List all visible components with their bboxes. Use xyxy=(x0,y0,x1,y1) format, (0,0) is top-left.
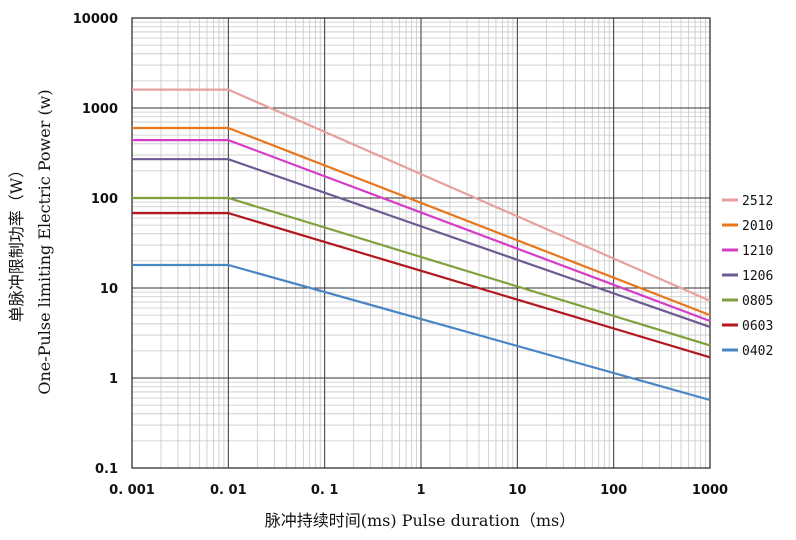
series-line-2512 xyxy=(132,88,711,302)
series-line-2010 xyxy=(132,126,711,317)
series-line-1206 xyxy=(132,158,711,328)
y-tick-label: 0.1 xyxy=(95,462,118,477)
legend-label-2512: 2512 xyxy=(742,194,773,209)
series-line-0603 xyxy=(132,212,711,359)
y-tick-label: 10000 xyxy=(73,12,118,27)
x-tick-label: 0. 1 xyxy=(311,483,339,498)
legend-label-1210: 1210 xyxy=(742,244,773,259)
y-tick-label: 100 xyxy=(91,192,118,207)
tick-labels: 0. 001 0. 01 0. 1 1 10 100 1000 10000 1000 100 10 1… xyxy=(73,12,728,498)
x-tick-label: 0. 01 xyxy=(210,483,247,498)
series-line-0805 xyxy=(132,196,711,347)
y-tick-label: 10 xyxy=(100,282,118,297)
x-axis-title: 脉冲持续时间(ms) Pulse duration（ms） xyxy=(265,511,576,530)
x-tick-label: 1 xyxy=(416,483,425,498)
x-tick-label: 0. 001 xyxy=(109,483,155,498)
x-tick-label: 100 xyxy=(600,483,627,498)
y-axis-title-cn: 单脉冲限制功率（W） xyxy=(7,162,26,322)
x-tick-label: 10 xyxy=(508,483,526,498)
series-line-0402 xyxy=(132,263,711,402)
y-tick-label: 1000 xyxy=(82,102,118,117)
series-lines xyxy=(132,88,711,402)
legend-label-0805: 0805 xyxy=(742,294,773,309)
y-axis-title-en: One-Pulse limiting Electric Power (w) xyxy=(35,89,54,394)
grid xyxy=(131,17,711,469)
x-tick-label: 1000 xyxy=(692,483,728,498)
legend-label-0402: 0402 xyxy=(742,344,773,359)
series-line-1210 xyxy=(132,139,711,323)
legend-label-1206: 1206 xyxy=(742,269,773,284)
y-tick-label: 1 xyxy=(109,372,118,387)
legend-label-0603: 0603 xyxy=(742,319,773,334)
legend: 2512 2010 1210 1206 0805 0603 0402 xyxy=(722,194,773,359)
legend-label-2010: 2010 xyxy=(742,219,773,234)
plot-border xyxy=(131,17,711,469)
